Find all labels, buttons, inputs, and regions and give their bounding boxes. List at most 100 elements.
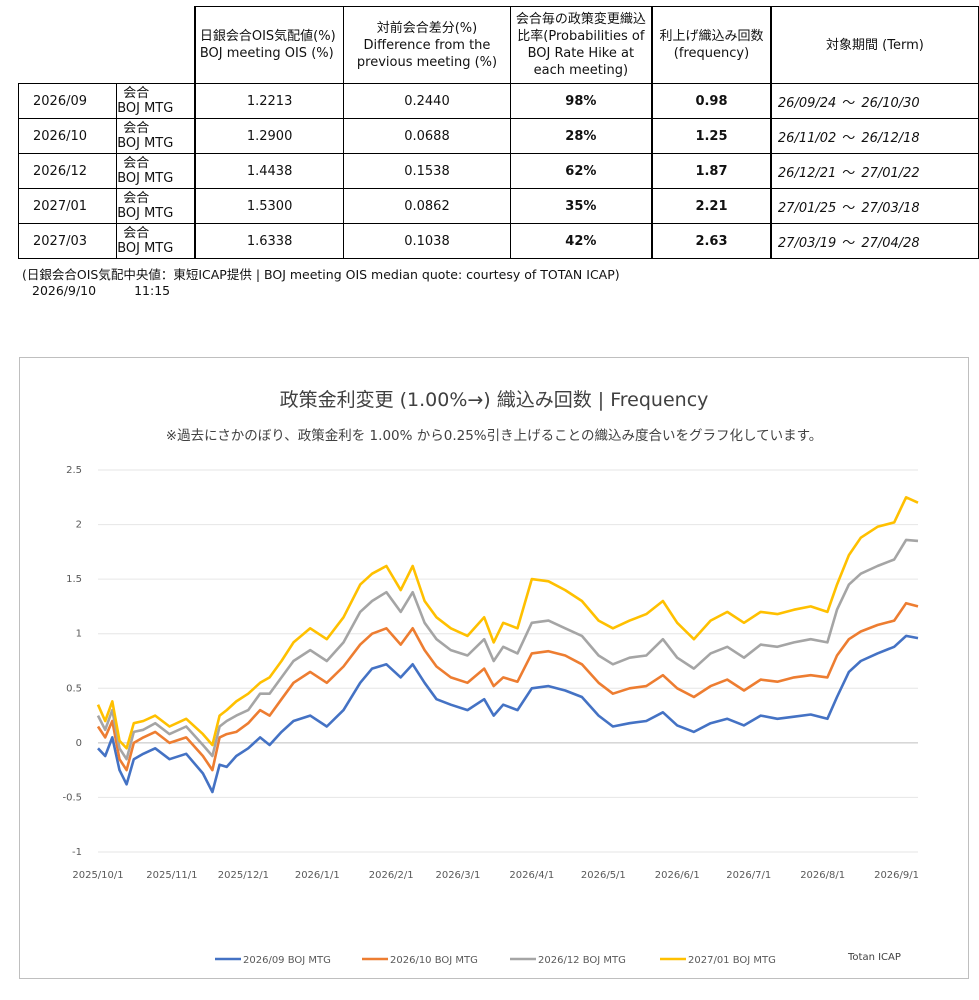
y-tick-label: 2	[76, 520, 82, 531]
row-meeting-jp: 会合	[123, 86, 150, 101]
row-term: 26/12/21 ～ 27/01/22	[770, 153, 979, 189]
y-tick-label: -0.5	[62, 792, 82, 803]
header-diff-en-1: Difference from the	[363, 37, 491, 53]
row-date: 2027/03	[17, 223, 118, 259]
chart-subtitle: ※過去にさかのぼり、政策金利を 1.00% から0.25%引き上げることの織込み…	[166, 427, 822, 444]
x-tick-label: 2026/6/1	[655, 870, 700, 881]
x-tick-label: 2026/3/1	[435, 870, 480, 881]
frequency-line-chart: 政策金利変更 (1.00%→) 織込み回数 | Frequency ※過去にさか…	[62, 389, 919, 966]
chart-credit: Totan ICAP	[847, 952, 901, 963]
header-term: 対象期間 (Term)	[770, 6, 979, 84]
row-term-tilde: ～	[842, 235, 856, 251]
chart-frame: 政策金利変更 (1.00%→) 織込み回数 | Frequency ※過去にさか…	[19, 357, 969, 979]
legend-label: 2027/01 BOJ MTG	[688, 955, 776, 966]
y-tick-label: -1	[72, 847, 82, 858]
row-term-from: 27/03/19	[777, 235, 837, 251]
x-tick-label: 2026/5/1	[581, 870, 626, 881]
header-prob-jp: 会合毎の政策変更織込	[515, 12, 646, 27]
source-note: (日銀会合OIS気配中央値：東短ICAP提供 | BOJ meeting OIS…	[22, 267, 620, 282]
header-blank	[19, 7, 117, 84]
row-term-tilde: ～	[842, 165, 856, 181]
row-meeting-label: 会合 BOJ MTG	[116, 153, 196, 189]
row-diff: 0.2440	[343, 83, 511, 119]
table-row: 2026/10 会合 BOJ MTG 1.2900 0.0688 28% 1.25 26/11…	[17, 118, 979, 154]
row-term: 26/09/24 ～ 26/10/30	[770, 83, 979, 119]
row-frequency: 1.87	[651, 153, 772, 189]
row-probability: 98%	[509, 83, 653, 119]
header-ois-jp: 日銀会合OIS気配値(%)	[199, 29, 336, 44]
row-diff: 0.0862	[343, 188, 511, 224]
row-diff: 0.1038	[343, 223, 511, 259]
header-diff-jp: 対前会合差分(%)	[376, 20, 478, 36]
header-ois: 日銀会合OIS気配値(%) BOJ meeting OIS (%)	[193, 6, 345, 84]
row-term-from: 26/11/02	[777, 130, 837, 146]
row-term-tilde: ～	[842, 200, 856, 216]
header-diff-en-2: previous meeting (%)	[356, 54, 498, 70]
row-meeting-jp: 会合	[123, 226, 150, 241]
row-frequency: 1.25	[651, 118, 772, 154]
row-date: 2027/01	[17, 188, 118, 224]
row-term-to: 27/04/28	[861, 235, 920, 251]
header-prob-en-3: each meeting)	[533, 63, 629, 78]
row-meeting-label: 会合 BOJ MTG	[116, 118, 196, 154]
row-date: 2026/12	[17, 153, 118, 189]
series-line-2027-01-boj-mtg	[96, 496, 919, 750]
row-term-to: 27/01/22	[861, 165, 920, 181]
row-term-from: 26/09/24	[777, 95, 837, 111]
y-tick-label: 2.5	[66, 465, 82, 476]
legend-label: 2026/09 BOJ MTG	[243, 955, 331, 966]
row-term: 27/03/19 ～ 27/04/28	[770, 223, 979, 259]
x-tick-label: 2026/1/1	[295, 870, 340, 881]
x-tick-label: 2026/2/1	[369, 870, 414, 881]
series-line-2026-09-boj-mtg	[97, 634, 919, 794]
row-probability: 62%	[509, 153, 653, 189]
row-ois: 1.2900	[193, 118, 345, 154]
table-body: 2026/09 会合 BOJ MTG 1.2213 0.2440 98% 0.98 26/09…	[17, 83, 979, 259]
header-freq-en: (frequency)	[673, 46, 750, 61]
row-term: 26/11/02 ～ 26/12/18	[770, 118, 979, 154]
header-prob-en-1: 比率(Probabilities of	[517, 29, 645, 44]
row-diff: 0.1538	[343, 153, 511, 189]
legend: 2026/09 BOJ MTG 2026/10 BOJ MTG 2026/12 BO…	[215, 955, 776, 966]
y-tick-label: 1.5	[66, 574, 82, 585]
row-date: 2026/09	[17, 83, 118, 119]
x-tick-label: 2026/9/1	[874, 870, 919, 881]
header-prob-en-2: BOJ Rate Hike at	[527, 46, 635, 61]
row-date: 2026/10	[17, 118, 118, 154]
x-tick-label: 2026/4/1	[509, 870, 554, 881]
series-layer	[96, 496, 919, 794]
x-tick-label: 2025/12/1	[218, 870, 269, 881]
row-term-to: 26/12/18	[861, 130, 920, 146]
row-meeting-en: BOJ MTG	[117, 171, 174, 186]
row-term-to: 27/03/18	[861, 200, 920, 216]
table-row: 2026/09 会合 BOJ MTG 1.2213 0.2440 98% 0.98 26/09…	[17, 83, 979, 119]
row-diff: 0.0688	[343, 118, 511, 154]
row-probability: 28%	[509, 118, 653, 154]
row-meeting-label: 会合 BOJ MTG	[116, 188, 196, 224]
table-row: 2027/03 会合 BOJ MTG 1.6338 0.1038 42% 2.63 27/03…	[17, 223, 979, 259]
row-ois: 1.6338	[193, 223, 345, 259]
row-ois: 1.4438	[193, 153, 345, 189]
y-tick-label: 1	[76, 629, 82, 640]
series-line-2026-12-boj-mtg	[96, 538, 919, 761]
timestamp-date: 2026/9/10	[32, 283, 97, 298]
row-term: 27/01/25 ～ 27/03/18	[770, 188, 979, 224]
row-frequency: 2.63	[651, 223, 772, 259]
header-blank	[116, 6, 196, 84]
row-meeting-jp: 会合	[123, 121, 150, 136]
row-meeting-label: 会合 BOJ MTG	[116, 83, 196, 119]
legend-label: 2026/12 BOJ MTG	[538, 955, 626, 966]
row-frequency: 2.21	[651, 188, 772, 224]
row-ois: 1.2213	[193, 83, 345, 119]
row-probability: 35%	[509, 188, 653, 224]
timestamp: 2026/9/10 11:15	[32, 283, 208, 298]
row-term-to: 26/10/30	[861, 95, 920, 111]
header-freq: 利上げ織込み回数 (frequency)	[651, 6, 772, 84]
header-ois-en: BOJ meeting OIS (%)	[199, 46, 334, 61]
row-meeting-label: 会合 BOJ MTG	[116, 223, 196, 259]
table-header-row: 日銀会合OIS気配値(%) BOJ meeting OIS (%) 対前会合差分…	[19, 6, 979, 84]
header-freq-jp: 利上げ織込み回数	[659, 29, 764, 44]
table-row: 2027/01 会合 BOJ MTG 1.5300 0.0862 35% 2.21 27/01…	[17, 188, 979, 224]
x-tick-label: 2025/10/1	[72, 870, 123, 881]
row-probability: 42%	[509, 223, 653, 259]
